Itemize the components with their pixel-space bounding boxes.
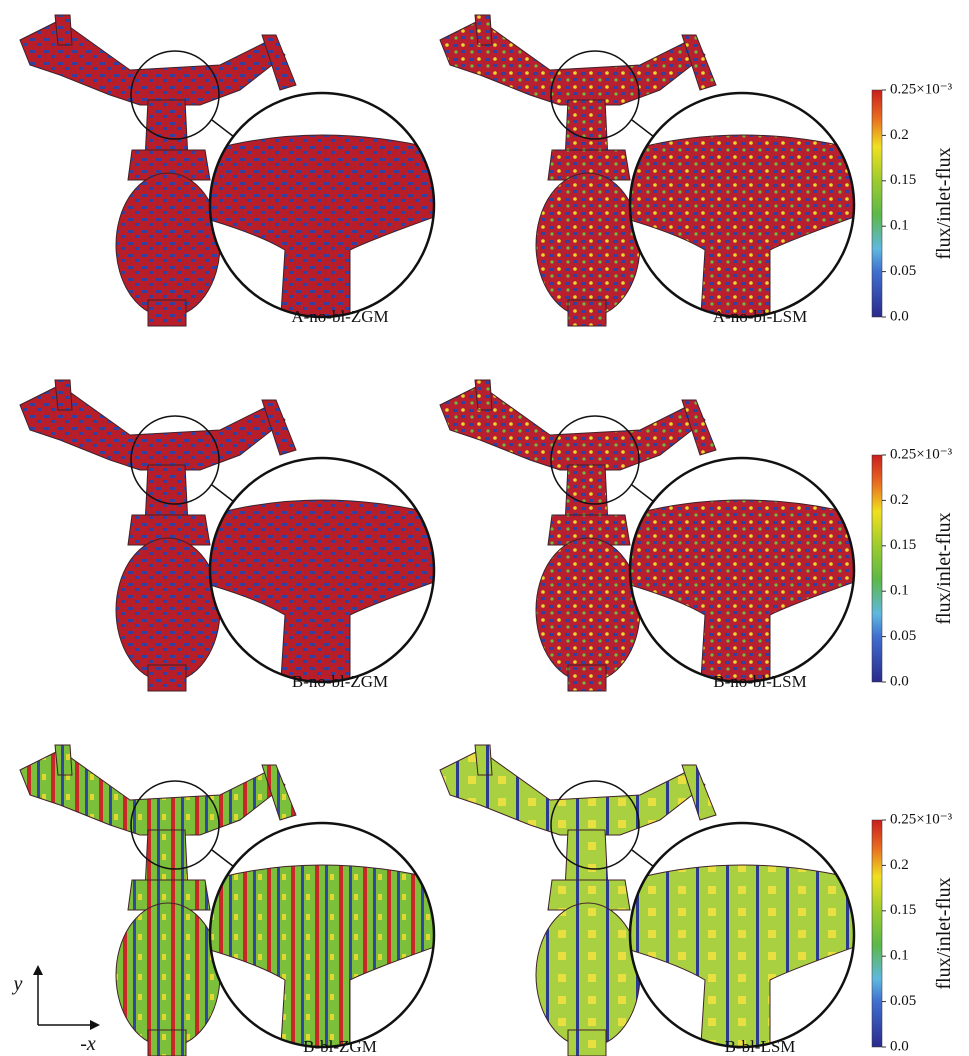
vessel-pipe [568, 300, 606, 326]
colorbar-tick-label: 0.25×10⁻³ [890, 446, 953, 462]
colorbar-tick-label: 0.05 [890, 263, 916, 279]
panel-label: B-no-bl-ZGM [292, 672, 388, 691]
colorbar-tick-label: 0.0 [890, 308, 909, 324]
panel-label: B-no-bl-LSM [713, 672, 807, 691]
zoom-view [620, 90, 870, 330]
zoom-view [200, 90, 450, 330]
colorbar-tick-label: 0.05 [890, 628, 916, 644]
colorbar-tick-label: 0.1 [890, 948, 909, 964]
colorbar-title: flux/inlet-flux [933, 877, 955, 989]
panel: B-no-bl-ZGM [20, 380, 450, 695]
zoom-view [200, 820, 450, 1056]
vessel-branch [475, 745, 492, 775]
colorbar-tick-label: 0.2 [890, 857, 909, 873]
vessel-bulb [536, 538, 640, 682]
axis-label-x: -x [80, 1033, 96, 1055]
colorbar-tick-label: 0.0 [890, 1038, 909, 1054]
colorbar-tick-label: 0.15 [890, 537, 916, 553]
colorbar-tick-label: 0.15 [890, 172, 916, 188]
colorbar [872, 820, 882, 1047]
panel-label: B-bl-LSM [725, 1037, 796, 1056]
vessel-pipe [148, 1030, 186, 1056]
zoom-view [620, 820, 870, 1056]
vessel-branch [475, 380, 492, 410]
panel: B-no-bl-LSM [440, 380, 870, 695]
colorbar-tick-label: 0.15 [890, 902, 916, 918]
panel: B-bl-ZGM [20, 745, 450, 1056]
vessel-pipe [148, 665, 186, 691]
vessel-branch [55, 745, 72, 775]
colorbar-title: flux/inlet-flux [933, 512, 955, 624]
panel-label: B-bl-ZGM [303, 1037, 377, 1056]
panel-label: A-no-bl-LSM [713, 307, 807, 326]
panel: B-bl-LSM [440, 745, 870, 1056]
axis-label-y: y [12, 973, 23, 995]
zoom-view [620, 455, 870, 695]
arrowhead [33, 965, 43, 975]
colorbar-tick-label: 0.1 [890, 218, 909, 234]
vessel-bulb [116, 903, 220, 1047]
colorbar-title: flux/inlet-flux [933, 147, 955, 259]
colorbar-tick-label: 0.0 [890, 673, 909, 689]
colorbar [872, 90, 882, 317]
vessel-bulb [536, 903, 640, 1047]
colorbar-tick-label: 0.05 [890, 993, 916, 1009]
figure: A-no-bl-ZGM A-no-bl-LSM B-no-bl-ZGM B-no-bl… [0, 0, 969, 1056]
panel: A-no-bl-ZGM [20, 15, 450, 330]
vessel-pipe [148, 300, 186, 326]
vessel-pipe [568, 665, 606, 691]
vessel-pipe [568, 1030, 606, 1056]
vessel-bulb [116, 173, 220, 317]
colorbar-tick-label: 0.2 [890, 492, 909, 508]
vessel-branch [475, 15, 492, 45]
vessel-bulb [116, 538, 220, 682]
zoom-view [200, 455, 450, 695]
colorbar-tick-label: 0.2 [890, 127, 909, 143]
panel-label: A-no-bl-ZGM [291, 307, 388, 326]
panel: A-no-bl-LSM [440, 15, 870, 330]
arrowhead [90, 1020, 100, 1030]
colorbar-tick-label: 0.1 [890, 583, 909, 599]
vessel-branch [55, 380, 72, 410]
vessel-bulb [536, 173, 640, 317]
vessel-branch [55, 15, 72, 45]
colorbar-tick-label: 0.25×10⁻³ [890, 81, 953, 97]
colorbar-tick-label: 0.25×10⁻³ [890, 811, 953, 827]
colorbar [872, 455, 882, 682]
